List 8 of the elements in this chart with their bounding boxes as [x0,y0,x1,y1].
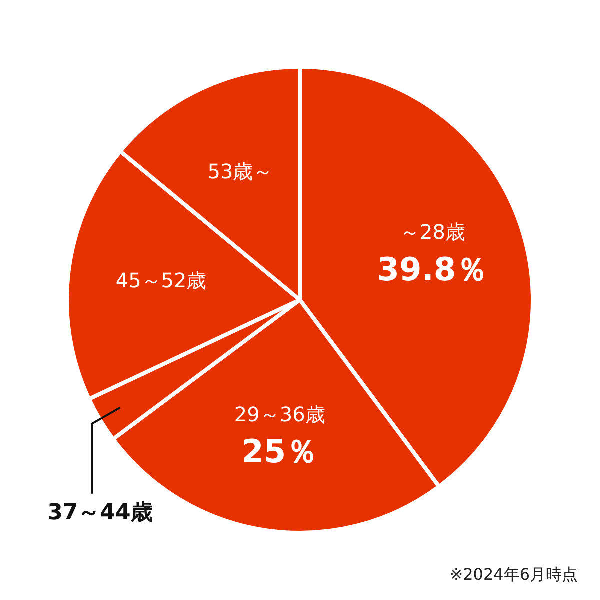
text: ※2024年6月時点 [450,565,578,584]
slice-label: 29～36歳 [234,402,326,427]
slice-label: 53歳～ [208,160,274,184]
data-label: 39.8％ [377,250,488,288]
slice-label: ～28歳 [400,220,466,244]
slice-label: 37～44歳 [48,500,153,526]
slice-label: 45～52歳 [116,268,207,293]
data-label: 25％ [242,432,318,471]
